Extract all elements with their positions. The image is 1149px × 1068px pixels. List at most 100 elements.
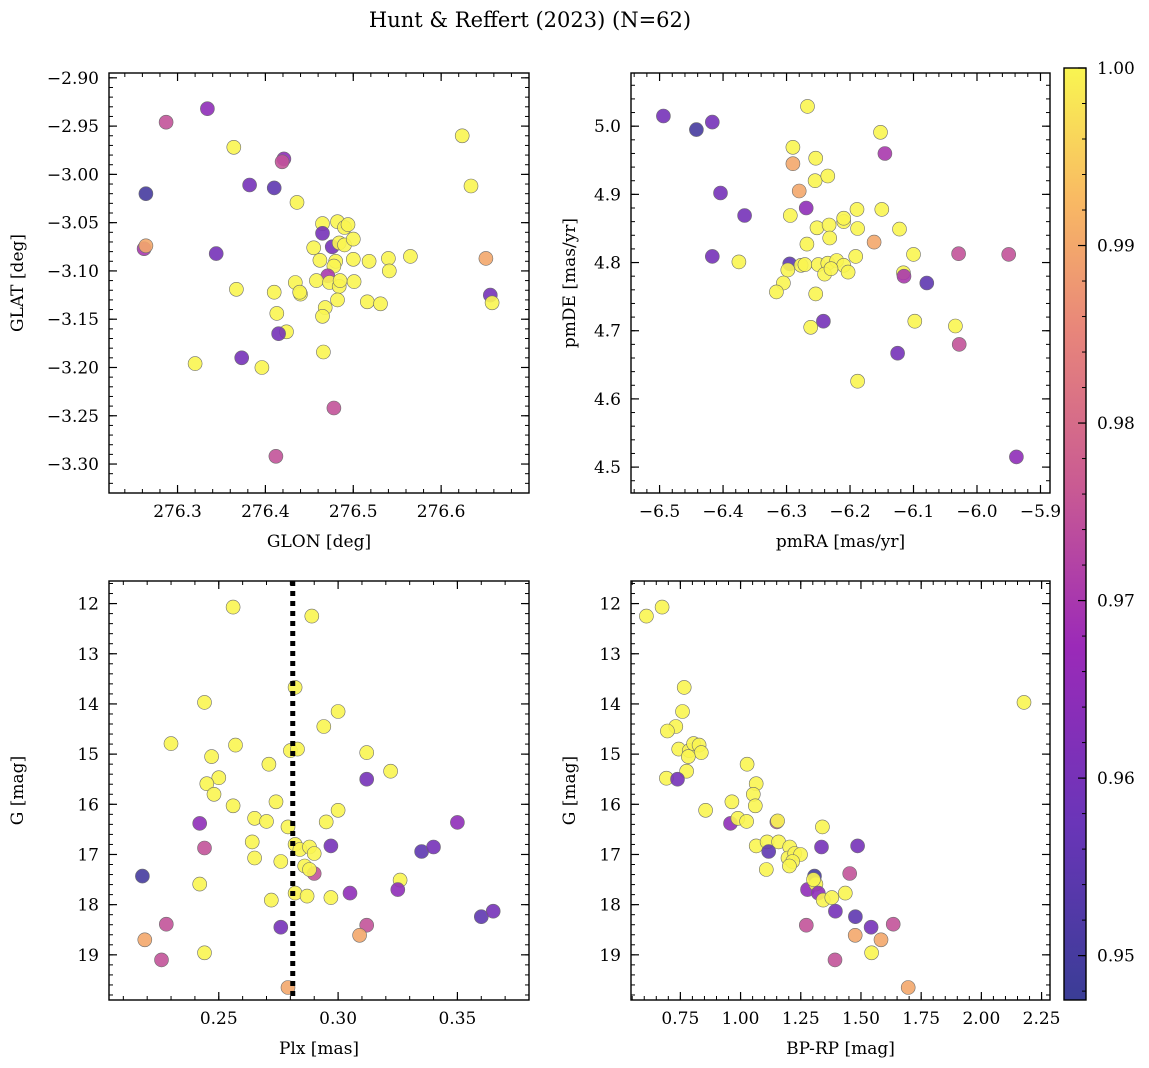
markers — [136, 101, 500, 464]
y-tick-label: 5.0 — [594, 117, 621, 137]
data-point — [373, 296, 388, 312]
data-point — [381, 251, 396, 266]
y-tick-label: 4.8 — [594, 254, 621, 274]
data-point — [154, 952, 169, 968]
data-point — [863, 919, 879, 935]
data-point — [827, 952, 843, 968]
x-tick-label: 1.25 — [782, 1009, 820, 1029]
data-point — [244, 834, 260, 850]
data-point — [323, 890, 339, 905]
data-point — [849, 202, 865, 217]
data-point — [289, 195, 305, 210]
data-point — [274, 154, 290, 170]
data-point — [381, 263, 397, 279]
data-point — [704, 249, 720, 264]
y-tick-label: 19 — [599, 946, 621, 966]
data-point — [352, 927, 367, 943]
data-point — [304, 608, 320, 624]
data-point — [809, 220, 825, 236]
panel-bprp-g: 0.75 1.00 1.25 1.50 1.75 2.00 2.25 12 13 14 15 16 17… — [560, 580, 1061, 1059]
data-point — [660, 723, 675, 739]
data-point — [332, 273, 348, 288]
y-tick-label: −3.15 — [47, 310, 99, 330]
data-point — [782, 208, 798, 223]
data-point — [900, 980, 916, 995]
x-tick-label: 0.30 — [319, 1009, 357, 1029]
y-tick-label: 14 — [599, 695, 621, 715]
data-point — [1016, 695, 1032, 710]
data-point — [485, 903, 501, 919]
data-point — [693, 745, 709, 760]
y-axis-label: G [mag] — [560, 756, 580, 825]
data-point — [739, 814, 754, 829]
data-point — [137, 932, 153, 948]
y-tick-label: 13 — [77, 645, 99, 665]
data-point — [390, 882, 406, 897]
markers — [639, 599, 1032, 995]
y-tick-label: 15 — [77, 745, 99, 765]
colorbar-frame — [1063, 67, 1087, 1001]
data-point — [874, 202, 890, 217]
data-point — [326, 400, 342, 416]
data-point — [225, 798, 241, 814]
data-point — [342, 885, 358, 901]
data-point — [268, 448, 284, 464]
data-point — [676, 680, 692, 695]
data-point — [359, 771, 375, 787]
data-point — [1009, 449, 1024, 465]
axes-frame — [630, 580, 1051, 1001]
data-point — [907, 313, 923, 329]
data-point — [271, 326, 286, 342]
data-point — [807, 173, 823, 188]
data-point — [824, 890, 840, 905]
data-point — [187, 356, 203, 371]
data-point — [204, 749, 219, 764]
data-point — [800, 99, 815, 114]
data-point — [737, 208, 752, 223]
data-point — [316, 344, 331, 360]
y-tick-label: 17 — [77, 845, 99, 865]
data-point — [782, 858, 797, 874]
panel-plx-g: 0.25 0.30 0.35 12 13 14 15 16 17 18 19 Plx [mas] G [… — [8, 580, 530, 1059]
data-point — [680, 749, 696, 764]
x-tick-label: 2.00 — [962, 1009, 1000, 1029]
data-point — [197, 695, 212, 710]
colorbar-tick-label: 0.96 — [1097, 769, 1135, 789]
data-point — [951, 246, 966, 261]
data-point — [197, 840, 212, 856]
data-point — [850, 373, 865, 389]
data-point — [309, 273, 324, 288]
data-point — [359, 917, 375, 933]
data-point — [850, 838, 865, 854]
data-point — [484, 295, 500, 311]
colorbar-tick-label: 0.95 — [1097, 947, 1135, 967]
data-point — [885, 916, 901, 932]
data-point — [158, 114, 174, 130]
data-point — [820, 168, 836, 184]
data-point — [135, 868, 150, 884]
data-point — [192, 816, 207, 831]
data-point — [463, 178, 479, 194]
data-point — [951, 337, 967, 352]
data-point — [197, 945, 212, 961]
x-tick-label: 276.5 — [329, 502, 378, 522]
data-point — [689, 122, 704, 137]
data-point — [770, 813, 785, 829]
data-point — [361, 253, 377, 269]
axes-frame — [108, 580, 530, 1001]
y-tick-label: −2.90 — [47, 69, 99, 89]
y-tick-label: 16 — [77, 795, 99, 815]
data-point — [138, 238, 154, 254]
data-point — [318, 814, 334, 830]
data-point — [316, 719, 332, 734]
x-tick-label: 1.00 — [722, 1009, 760, 1029]
data-point — [254, 360, 270, 375]
x-tick-label: −6.5 — [639, 502, 680, 522]
data-point — [873, 125, 888, 140]
y-tick-label: 14 — [77, 695, 99, 715]
data-point — [192, 876, 207, 892]
data-point — [273, 919, 289, 935]
y-tick-label: −3.10 — [47, 262, 99, 282]
data-point — [704, 114, 720, 130]
x-tick-label: −6.1 — [893, 502, 934, 522]
